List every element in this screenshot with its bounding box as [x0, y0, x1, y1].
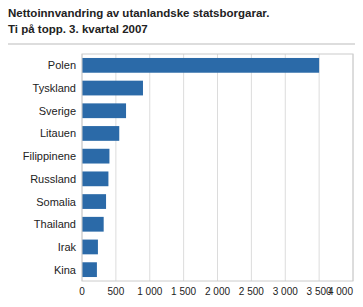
category-label: Irak [58, 241, 77, 253]
bar [82, 149, 109, 164]
tick-label: 1 000 [137, 286, 162, 297]
grid-line [183, 54, 184, 281]
subtitle: Ti på topp. 3. kvartal 2007 [8, 23, 148, 35]
bar [82, 262, 97, 277]
tick-label: 2 500 [239, 286, 264, 297]
title: Nettoinnvandring av utanlandske statsbor… [8, 7, 269, 19]
bar [82, 103, 126, 118]
category-label: Litauen [40, 127, 76, 139]
category-label: Thailand [34, 218, 76, 230]
bar [82, 240, 98, 255]
chart-svg: Nettoinnvandring av utanlandske statsbor… [0, 0, 363, 307]
category-label: Filippinene [23, 150, 76, 162]
tick-label: 1 500 [171, 286, 196, 297]
tick-label: 3 000 [273, 286, 298, 297]
grid [82, 54, 353, 281]
bar [82, 217, 104, 232]
grid-line [285, 54, 286, 281]
tick-label: 500 [108, 286, 125, 297]
bar [82, 194, 106, 209]
grid-line [217, 54, 218, 281]
category-label: Kina [54, 264, 77, 276]
grid-line [251, 54, 252, 281]
category-label: Polen [48, 59, 76, 71]
chart-container: Nettoinnvandring av utanlandske statsbor… [0, 0, 363, 307]
tick-label: 4 000 [328, 286, 353, 297]
bar [82, 58, 319, 73]
bar [82, 81, 143, 96]
tick-label: 2 000 [205, 286, 230, 297]
grid-line [319, 54, 320, 281]
category-label: Tyskland [33, 82, 76, 94]
separator [8, 44, 355, 45]
category-label: Sverige [39, 105, 76, 117]
bars [82, 58, 319, 277]
grid-line [149, 54, 150, 281]
tick-label: 0 [79, 286, 85, 297]
bar [82, 126, 119, 141]
category-label: Somalia [36, 196, 77, 208]
plot-frame [82, 54, 353, 281]
bar [82, 171, 108, 186]
category-label: Russland [30, 173, 76, 185]
